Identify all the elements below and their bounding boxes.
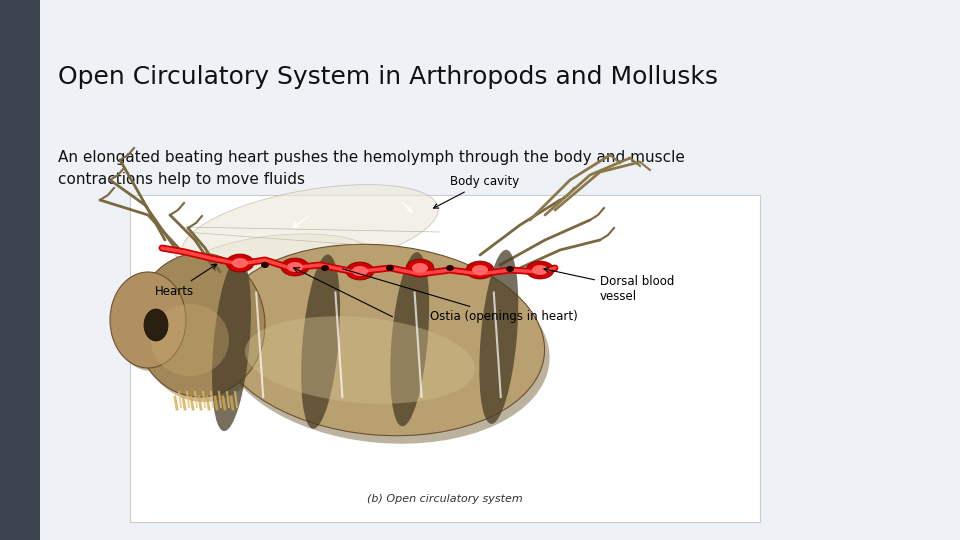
Bar — [130, 195, 760, 522]
Ellipse shape — [352, 266, 368, 276]
Ellipse shape — [181, 185, 438, 275]
Ellipse shape — [390, 252, 429, 426]
Ellipse shape — [232, 258, 248, 268]
Ellipse shape — [346, 262, 374, 280]
Text: Hearts: Hearts — [155, 264, 217, 298]
Ellipse shape — [139, 258, 269, 402]
Ellipse shape — [215, 244, 544, 436]
Text: Dorsal blood
vessel: Dorsal blood vessel — [544, 267, 674, 303]
Ellipse shape — [386, 265, 394, 271]
Ellipse shape — [466, 261, 494, 279]
Ellipse shape — [190, 234, 370, 286]
Ellipse shape — [532, 265, 548, 275]
Ellipse shape — [446, 265, 454, 271]
Ellipse shape — [221, 252, 549, 444]
Text: Body cavity: Body cavity — [434, 175, 519, 208]
Ellipse shape — [287, 262, 303, 272]
Text: An elongated beating heart pushes the hemolymph through the body and muscle
cont: An elongated beating heart pushes the he… — [58, 150, 684, 187]
Text: Open Circulatory System in Arthropods and Mollusks: Open Circulatory System in Arthropods an… — [58, 65, 718, 89]
Ellipse shape — [135, 253, 265, 397]
Ellipse shape — [301, 254, 340, 429]
Text: (b) Open circulatory system: (b) Open circulatory system — [367, 494, 523, 504]
Bar — [0, 0, 40, 540]
Text: Ostia (openings in heart): Ostia (openings in heart) — [343, 269, 578, 323]
Ellipse shape — [406, 259, 434, 277]
Polygon shape — [175, 255, 440, 335]
Ellipse shape — [412, 263, 428, 273]
Ellipse shape — [144, 309, 168, 341]
Ellipse shape — [226, 254, 254, 272]
Ellipse shape — [472, 265, 488, 275]
Ellipse shape — [506, 266, 514, 272]
Ellipse shape — [479, 249, 518, 424]
Ellipse shape — [245, 316, 475, 404]
Ellipse shape — [113, 275, 189, 371]
Ellipse shape — [151, 304, 229, 376]
Ellipse shape — [110, 272, 186, 368]
Ellipse shape — [526, 261, 554, 279]
Ellipse shape — [261, 262, 269, 268]
Ellipse shape — [321, 265, 329, 271]
Ellipse shape — [281, 258, 309, 276]
Ellipse shape — [212, 257, 251, 431]
